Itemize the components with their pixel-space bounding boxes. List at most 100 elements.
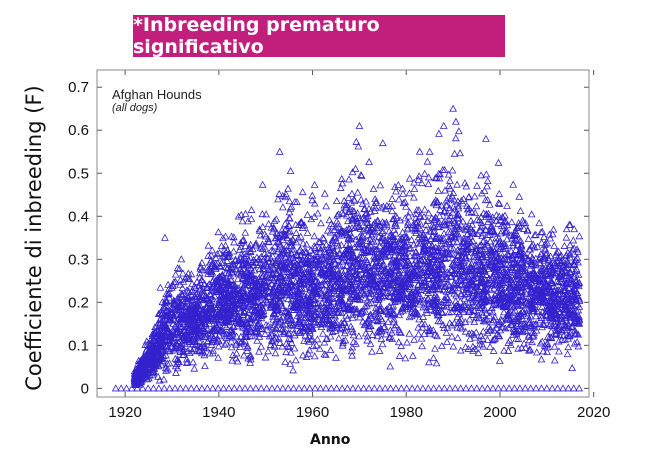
data-point <box>550 342 559 350</box>
data-point <box>394 181 403 188</box>
data-point <box>313 267 322 275</box>
data-point <box>319 329 327 337</box>
data-point <box>299 351 307 359</box>
data-point <box>449 244 458 252</box>
data-point <box>371 245 380 253</box>
data-point <box>457 315 466 323</box>
data-point <box>446 265 455 273</box>
data-point <box>420 320 429 328</box>
data-point <box>406 279 415 287</box>
data-point <box>505 260 514 268</box>
data-point <box>348 292 357 300</box>
data-point <box>279 279 288 287</box>
data-point <box>255 226 264 234</box>
data-point <box>191 292 199 300</box>
data-point <box>235 260 244 268</box>
data-point <box>315 344 324 352</box>
data-point <box>317 260 325 268</box>
data-point <box>324 298 333 306</box>
data-point <box>378 316 387 324</box>
data-point <box>189 358 197 366</box>
data-point <box>433 285 442 293</box>
data-point <box>234 312 242 320</box>
data-point <box>252 303 261 311</box>
data-point <box>176 315 185 323</box>
data-point <box>284 384 293 392</box>
data-point <box>261 353 270 361</box>
data-point <box>389 235 397 243</box>
data-point <box>216 262 225 270</box>
data-point <box>368 347 376 355</box>
data-point <box>516 326 525 334</box>
data-point <box>456 346 465 354</box>
data-point <box>512 275 520 283</box>
data-point <box>174 299 183 307</box>
data-point <box>368 280 377 288</box>
data-point <box>406 282 415 290</box>
data-point <box>171 343 180 351</box>
data-point <box>375 258 384 266</box>
data-point <box>433 332 441 340</box>
data-point <box>353 188 362 196</box>
data-point <box>365 324 374 332</box>
data-point <box>338 226 347 234</box>
data-point <box>512 260 521 268</box>
data-point <box>459 242 467 250</box>
data-point <box>355 270 364 278</box>
data-point <box>298 188 307 196</box>
data-point <box>214 342 223 350</box>
data-point <box>428 282 437 290</box>
data-point <box>318 233 327 241</box>
data-point <box>507 282 516 290</box>
data-point <box>246 246 255 254</box>
data-point <box>512 269 521 277</box>
title-banner: *Inbreeding prematuro significativo <box>133 14 505 58</box>
data-point <box>338 208 346 216</box>
data-point <box>435 129 443 137</box>
data-point <box>440 165 449 173</box>
data-point <box>300 284 309 292</box>
data-point <box>486 325 495 333</box>
data-point <box>472 271 481 279</box>
data-point <box>483 384 492 392</box>
data-point <box>488 336 497 344</box>
data-point <box>363 231 372 239</box>
data-point <box>372 291 381 299</box>
data-point <box>414 281 423 289</box>
data-point <box>274 245 283 253</box>
data-point <box>453 238 461 246</box>
data-point <box>331 233 340 241</box>
data-point <box>464 208 473 216</box>
data-point <box>249 277 257 285</box>
data-point <box>566 241 574 249</box>
data-point <box>226 281 235 289</box>
data-point <box>527 261 536 269</box>
data-point <box>527 322 536 330</box>
data-point <box>520 339 529 347</box>
data-point <box>461 343 470 351</box>
data-point <box>513 301 522 309</box>
data-point <box>390 288 399 296</box>
data-point <box>415 147 424 155</box>
data-point <box>472 202 481 210</box>
data-point <box>214 228 223 236</box>
data-point <box>475 314 484 322</box>
data-point <box>348 325 357 333</box>
data-point <box>227 343 236 351</box>
data-point <box>436 278 445 286</box>
data-point <box>279 287 288 295</box>
data-point <box>483 182 491 190</box>
data-point <box>460 294 469 302</box>
data-point <box>517 343 526 351</box>
data-point <box>258 272 266 280</box>
data-point <box>235 245 244 253</box>
data-point <box>415 172 423 180</box>
data-point <box>117 384 126 392</box>
data-point <box>547 327 556 335</box>
data-point <box>487 215 496 223</box>
data-point <box>435 212 444 220</box>
data-point <box>269 308 278 316</box>
data-point <box>405 291 414 299</box>
data-point <box>282 190 290 198</box>
data-point <box>470 248 479 256</box>
